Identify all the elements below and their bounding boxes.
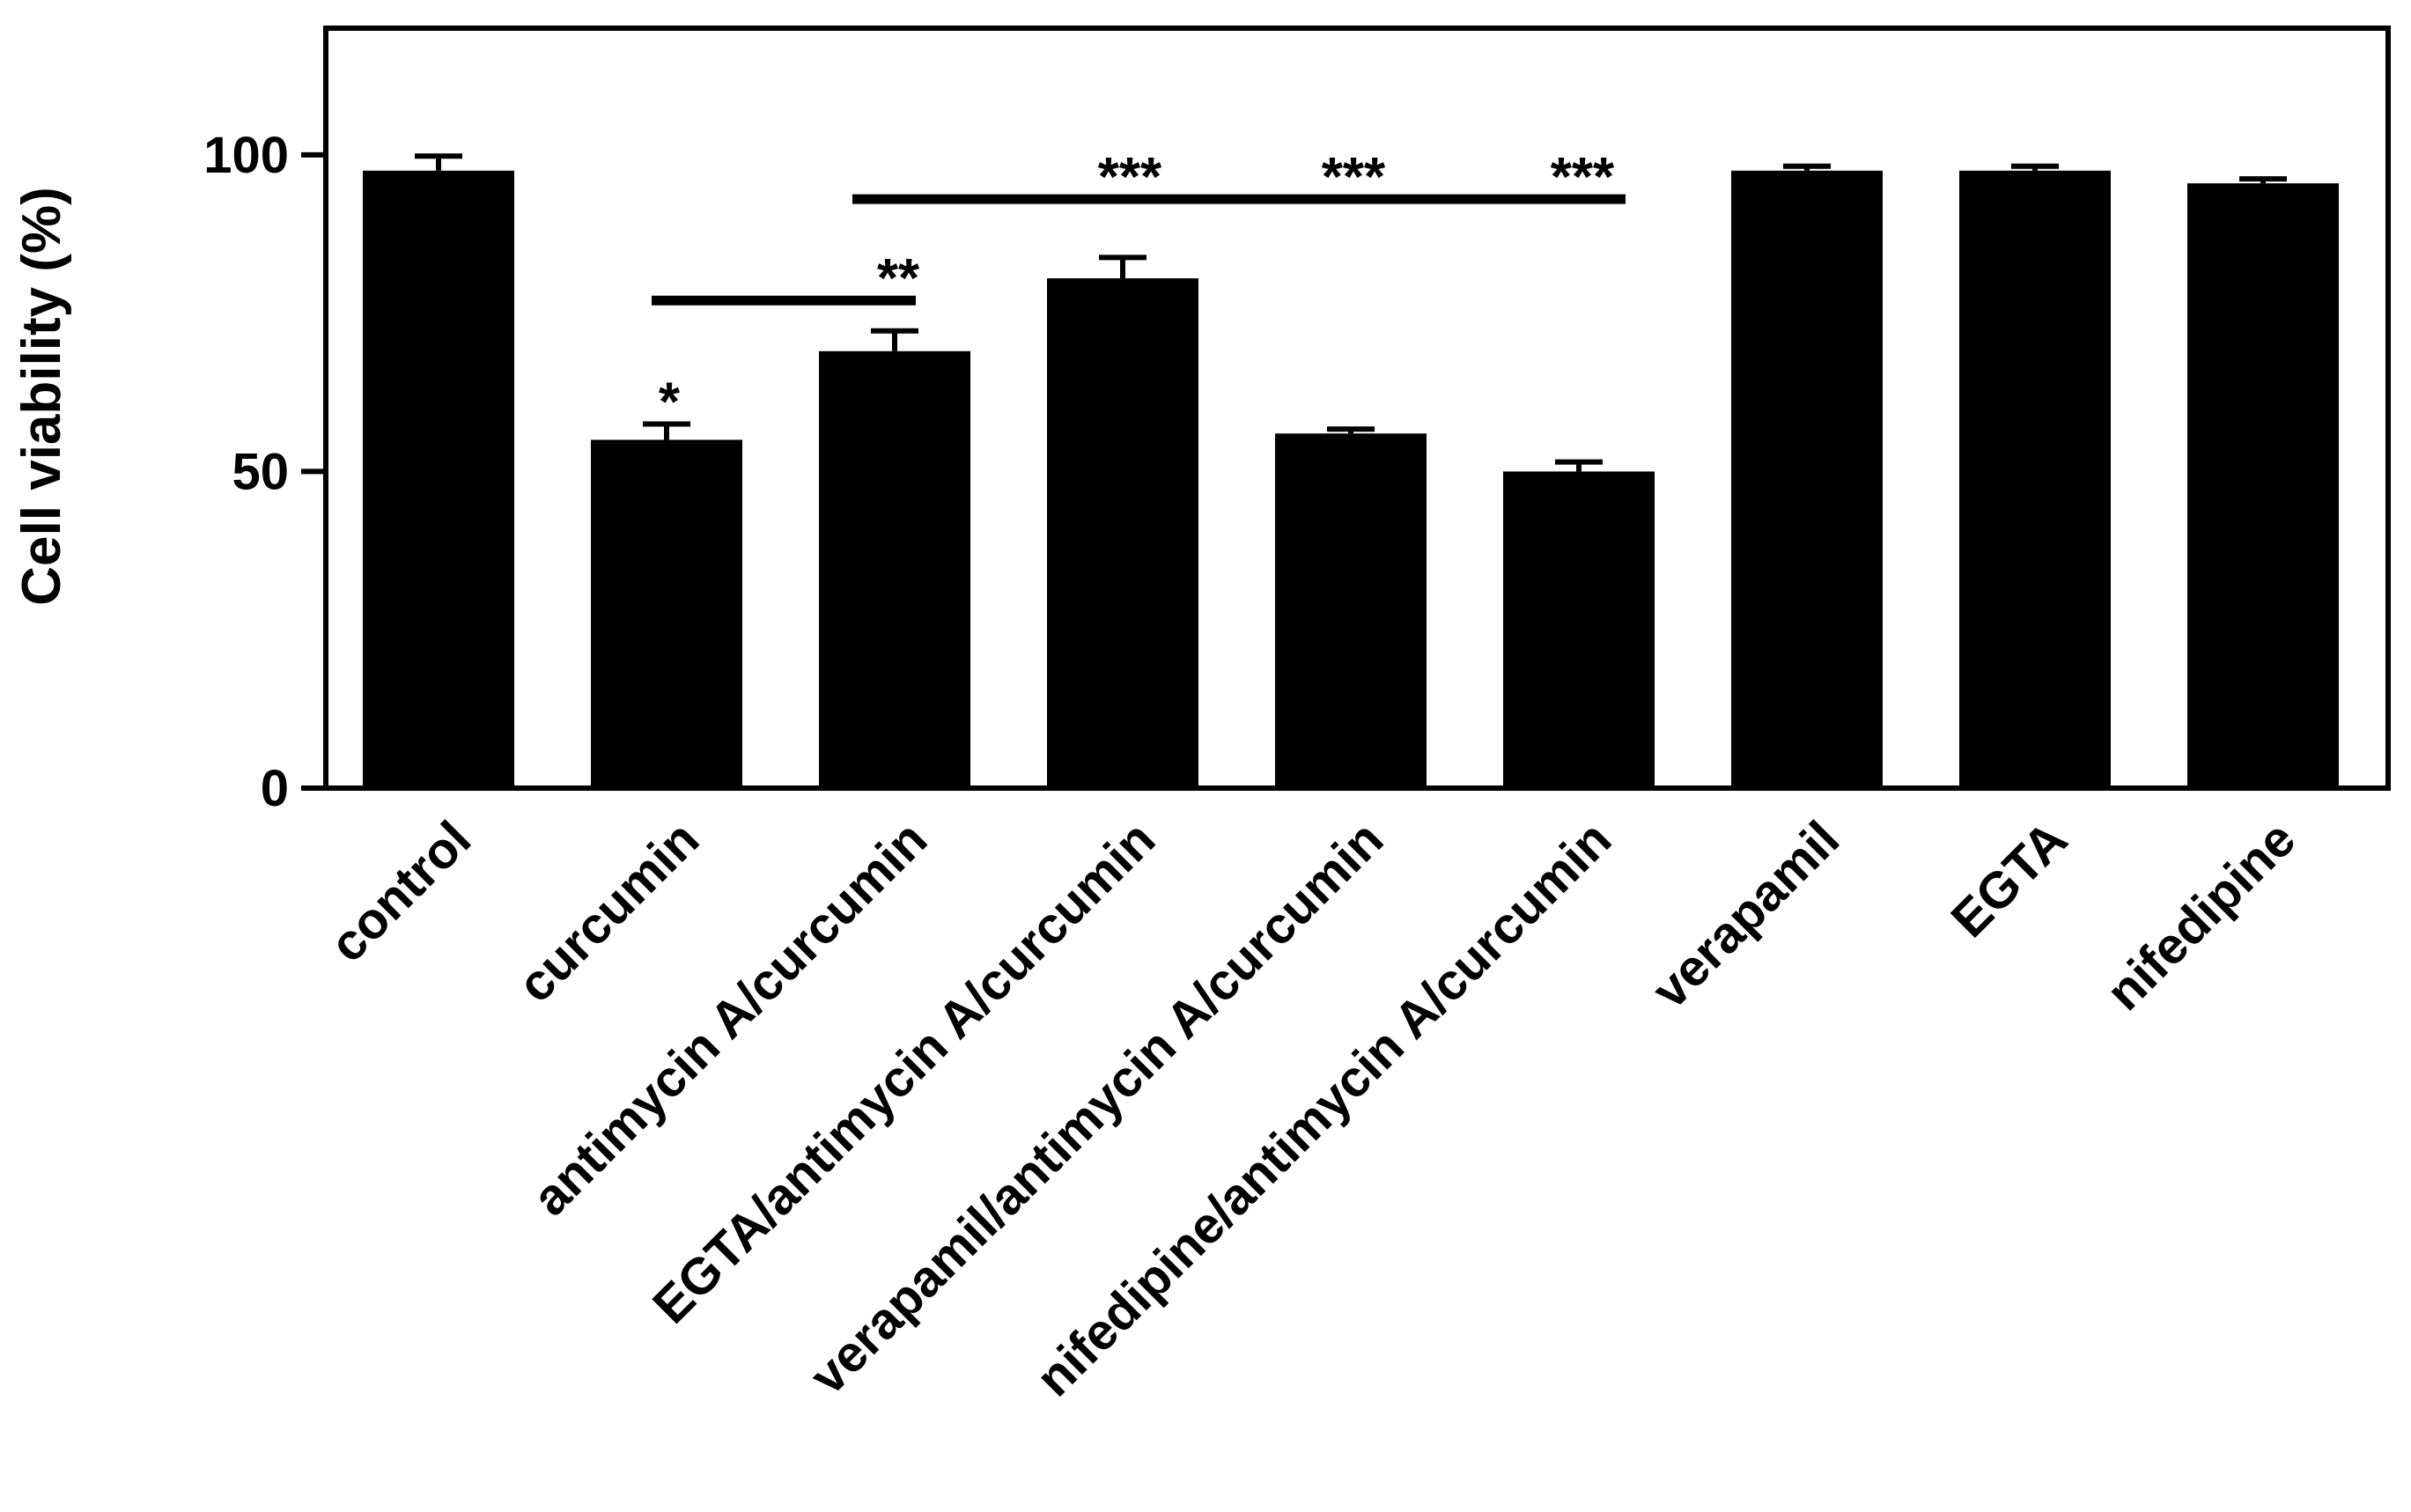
significance-brackets-group (652, 194, 1626, 306)
bar (1731, 170, 1883, 788)
significance-stars: *** (1098, 147, 1162, 208)
significance-stars-group: ****** *** *** (659, 147, 1615, 432)
plot-frame (323, 26, 2391, 791)
bar (1047, 278, 1198, 789)
x-tick-label: control (319, 810, 482, 973)
bar (1959, 170, 2111, 788)
bars-group (363, 170, 2339, 789)
y-axis-title: Cell viability (%) (11, 187, 72, 605)
x-tick-label: EGTA/antimycin A/curcumin (642, 810, 1166, 1334)
error-bars-group (415, 153, 2287, 472)
bar (1275, 433, 1427, 788)
significance-stars: ** (877, 248, 920, 309)
significance-stars: *** (1551, 147, 1615, 208)
y-tick-label: 0 (261, 760, 289, 817)
y-axis-ticks-group: 0 50 100 (203, 127, 326, 817)
x-tick-label: EGTA (1940, 810, 2078, 948)
bar (1503, 471, 1655, 788)
x-tick-label: curcumin (507, 810, 711, 1014)
significance-stars: *** (1322, 147, 1386, 208)
bar (363, 170, 514, 788)
bar (591, 439, 742, 788)
bar (819, 350, 970, 788)
x-tick-label: antimycin A/curcumin (521, 810, 938, 1227)
y-tick-label: 50 (232, 443, 289, 500)
significance-stars: * (659, 372, 681, 432)
x-tick-label: verapamil (1641, 810, 1850, 1019)
bar (2187, 183, 2339, 789)
y-tick-label: 100 (203, 127, 289, 184)
x-tick-label: nifedipine (2096, 810, 2307, 1022)
